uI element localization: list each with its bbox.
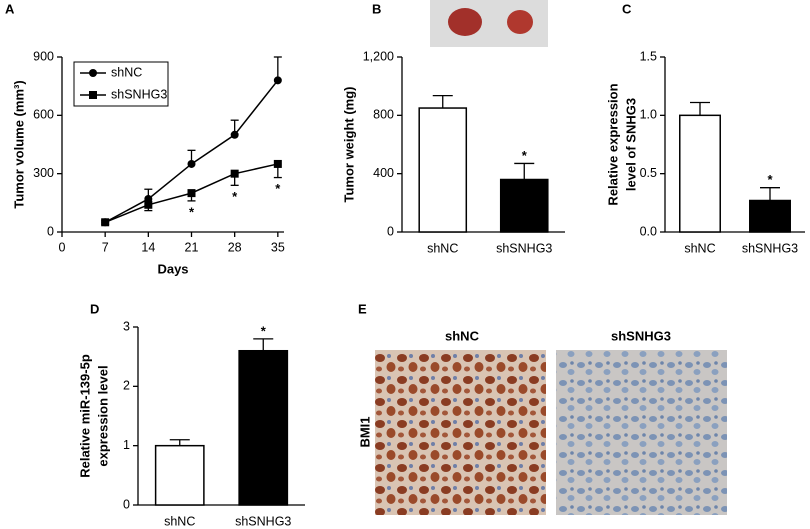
y-tick-label: 400 bbox=[373, 166, 394, 180]
annotation: * bbox=[189, 204, 195, 219]
x-axis-label: Days bbox=[157, 261, 188, 276]
annotation: * bbox=[522, 148, 528, 163]
legend-label: shNC bbox=[111, 65, 142, 79]
y-axis-label: Tumor weight (mg) bbox=[341, 86, 356, 202]
annotation: * bbox=[261, 323, 267, 338]
point bbox=[273, 76, 282, 85]
y-tick-label: 800 bbox=[373, 108, 394, 122]
x-tick-label: 14 bbox=[141, 240, 155, 254]
y-axis-label: Relative miR-139-5p bbox=[77, 354, 92, 478]
y-tick-label: 2 bbox=[123, 379, 130, 393]
point bbox=[230, 169, 239, 178]
annotation: * bbox=[275, 181, 281, 196]
point bbox=[101, 218, 110, 227]
y-tick-label: 0 bbox=[123, 497, 130, 511]
row-label: BMI1 bbox=[357, 416, 372, 447]
legend-marker bbox=[89, 69, 97, 77]
bar bbox=[679, 114, 721, 233]
y-axis-label: level of SNHG3 bbox=[623, 98, 638, 191]
x-tick-label: 28 bbox=[228, 240, 242, 254]
tumor-photo bbox=[430, 0, 548, 47]
x-tick-label: shNC bbox=[164, 514, 195, 528]
x-tick-label: shNC bbox=[684, 241, 715, 255]
panel-label: B bbox=[372, 1, 381, 16]
y-tick-label: 0.0 bbox=[640, 224, 657, 238]
x-tick-label: shSNHG3 bbox=[235, 514, 291, 528]
bar bbox=[238, 349, 289, 506]
y-tick-label: 1.5 bbox=[640, 49, 657, 63]
ihc-image bbox=[556, 350, 727, 515]
legend-marker bbox=[89, 91, 97, 99]
x-tick-label: 0 bbox=[59, 240, 66, 254]
point bbox=[187, 159, 196, 168]
x-tick-label: shNC bbox=[427, 241, 458, 255]
panel-label: E bbox=[358, 301, 367, 316]
panel-label: A bbox=[5, 1, 15, 16]
x-tick-label: 7 bbox=[102, 240, 109, 254]
annotation: * bbox=[767, 172, 773, 187]
y-tick-label: 300 bbox=[33, 166, 54, 180]
x-tick-label: shSNHG3 bbox=[742, 241, 798, 255]
panel-label: D bbox=[90, 301, 99, 316]
point bbox=[230, 130, 239, 139]
x-tick-label: 21 bbox=[185, 240, 199, 254]
column-label: shNC bbox=[445, 328, 480, 343]
y-tick-label: 1.0 bbox=[640, 108, 657, 122]
y-axis-label: Tumor volume (mm³) bbox=[11, 80, 26, 208]
bar bbox=[499, 178, 549, 233]
legend-label: shSNHG3 bbox=[111, 87, 167, 101]
bar bbox=[749, 199, 791, 233]
ihc-image bbox=[375, 350, 546, 515]
y-tick-label: 600 bbox=[33, 108, 54, 122]
column-label: shSNHG3 bbox=[611, 328, 671, 343]
point bbox=[144, 200, 153, 209]
annotation: * bbox=[232, 189, 238, 204]
x-tick-label: shSNHG3 bbox=[496, 241, 552, 255]
panel-label: C bbox=[622, 1, 632, 16]
y-tick-label: 1,200 bbox=[363, 49, 394, 63]
bar bbox=[154, 444, 205, 506]
y-tick-label: 0 bbox=[47, 224, 54, 238]
y-tick-label: 0.5 bbox=[640, 166, 657, 180]
x-tick-label: 35 bbox=[271, 240, 285, 254]
y-tick-label: 3 bbox=[123, 319, 130, 333]
point bbox=[273, 159, 282, 168]
y-axis-label: Relative expression bbox=[605, 83, 620, 205]
y-tick-label: 1 bbox=[123, 438, 130, 452]
y-tick-label: 0 bbox=[387, 224, 394, 238]
point bbox=[187, 189, 196, 198]
y-axis-label: expression level bbox=[95, 365, 110, 466]
legend-box bbox=[73, 61, 169, 107]
y-tick-label: 900 bbox=[33, 49, 54, 63]
bar bbox=[418, 107, 468, 233]
